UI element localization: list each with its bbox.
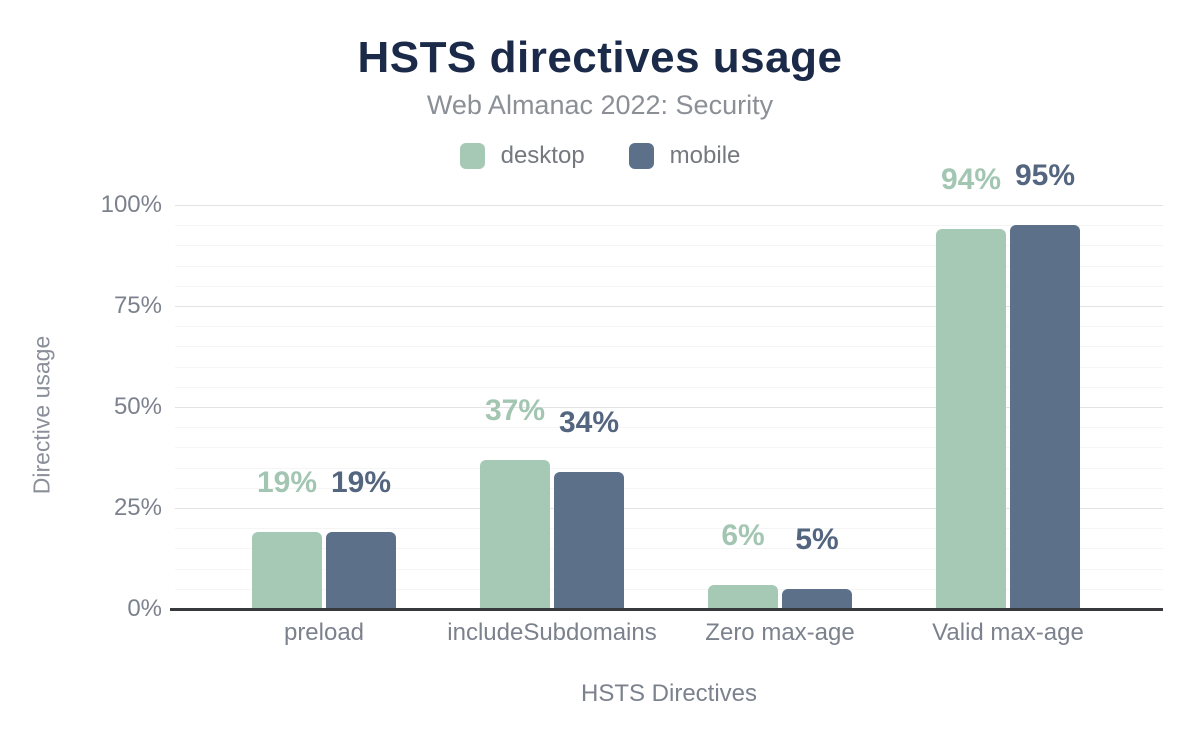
bar-desktop-includesubdomains	[480, 459, 550, 609]
minor-gridline	[175, 487, 1163, 489]
legend: desktop mobile	[0, 141, 1200, 171]
minor-gridline	[175, 245, 1163, 247]
value-label-mobile: 34%	[558, 405, 620, 439]
bar-desktop-zero-max-age	[708, 584, 778, 609]
value-label-desktop: 19%	[256, 466, 318, 500]
value-label-desktop: 94%	[940, 163, 1002, 197]
x-tick-label: Valid max-age	[932, 619, 1084, 646]
y-tick-label: 25%	[113, 494, 162, 521]
legend-item-mobile[interactable]: mobile	[628, 142, 741, 170]
y-tick-label: 75%	[113, 292, 162, 319]
bar-mobile-preload	[326, 532, 396, 609]
major-gridline	[175, 407, 1163, 408]
y-tick-label: 100%	[100, 191, 162, 218]
y-tick-label: 0%	[127, 595, 162, 622]
minor-gridline	[175, 346, 1163, 348]
value-label-mobile: 5%	[795, 522, 839, 556]
x-axis-line	[170, 608, 1163, 611]
legend-item-desktop[interactable]: desktop	[459, 142, 585, 170]
minor-gridline	[175, 568, 1163, 570]
x-tick-label: Zero max-age	[705, 619, 855, 646]
x-tick-label: preload	[283, 619, 365, 646]
minor-gridline	[175, 366, 1163, 368]
major-gridline	[175, 508, 1163, 509]
minor-gridline	[175, 588, 1163, 590]
bar-mobile-zero-max-age	[782, 588, 852, 609]
minor-gridline	[175, 548, 1163, 550]
minor-gridline	[175, 528, 1163, 530]
minor-gridline	[175, 386, 1163, 388]
minor-gridline	[175, 225, 1163, 227]
bar-mobile-includesubdomains	[554, 471, 624, 609]
value-label-desktop: 6%	[721, 518, 765, 552]
bar-mobile-valid-max-age	[1010, 225, 1080, 609]
value-label-desktop: 37%	[484, 393, 546, 427]
bar-desktop-preload	[252, 532, 322, 609]
chart-title: HSTS directives usage	[357, 33, 843, 82]
desktop-swatch-icon	[459, 143, 485, 169]
legend-label-mobile: mobile	[669, 142, 741, 169]
minor-gridline	[175, 285, 1163, 287]
chart-subtitle: Web Almanac 2022: Security	[426, 90, 774, 120]
major-gridline	[175, 306, 1163, 307]
y-tick-label: 50%	[113, 393, 162, 420]
bar-desktop-valid-max-age	[936, 229, 1006, 609]
major-gridline	[175, 205, 1163, 206]
minor-gridline	[175, 265, 1163, 267]
minor-gridline	[175, 467, 1163, 469]
x-tick-label: includeSubdomains	[447, 619, 657, 646]
x-axis-title: HSTS Directives	[580, 680, 758, 707]
legend-label-desktop: desktop	[500, 142, 585, 169]
minor-gridline	[175, 447, 1163, 449]
minor-gridline	[175, 326, 1163, 328]
value-label-mobile: 19%	[330, 466, 392, 500]
minor-gridline	[175, 427, 1163, 429]
mobile-swatch-icon	[628, 143, 654, 169]
value-label-mobile: 95%	[1014, 159, 1076, 193]
